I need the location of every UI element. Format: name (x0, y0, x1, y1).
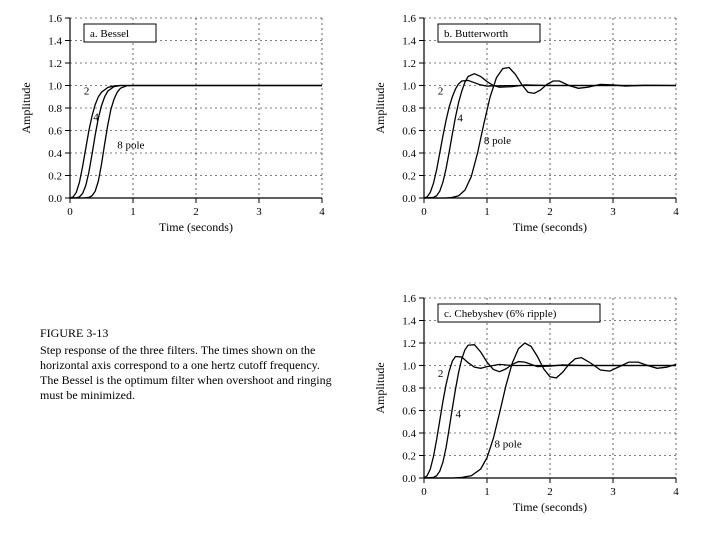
figure-caption-text: Step response of the three filters. The … (40, 343, 332, 402)
svg-text:4: 4 (673, 486, 679, 498)
svg-text:Amplitude: Amplitude (373, 82, 387, 133)
svg-text:4: 4 (93, 111, 99, 123)
svg-text:2: 2 (547, 206, 553, 218)
svg-text:1.0: 1.0 (402, 81, 416, 93)
svg-text:1.4: 1.4 (402, 316, 416, 328)
svg-text:0.2: 0.2 (402, 451, 416, 463)
svg-text:0.0: 0.0 (402, 193, 416, 205)
svg-text:1.6: 1.6 (48, 13, 62, 25)
svg-text:0.6: 0.6 (48, 126, 62, 138)
svg-text:0.0: 0.0 (48, 193, 62, 205)
svg-text:0.8: 0.8 (402, 103, 416, 115)
svg-text:Amplitude: Amplitude (373, 362, 387, 413)
svg-text:0: 0 (67, 206, 73, 218)
svg-text:2: 2 (547, 486, 553, 498)
chart-panel-bessel: 0.0 0.2 0.4 0.6 0.8 1.0 1.2 1.4 1.6 0 1 2 3 4 Time (se… (12, 8, 342, 238)
svg-text:0.0: 0.0 (402, 473, 416, 485)
svg-text:4: 4 (319, 206, 325, 218)
svg-text:1.2: 1.2 (48, 58, 62, 70)
svg-text:1.0: 1.0 (402, 361, 416, 373)
svg-text:Time (seconds): Time (seconds) (513, 500, 587, 514)
svg-text:1.6: 1.6 (402, 293, 416, 305)
svg-text:8 pole: 8 pole (495, 439, 522, 451)
svg-text:1.2: 1.2 (402, 58, 416, 70)
svg-text:4: 4 (456, 408, 462, 420)
svg-text:Time (seconds): Time (seconds) (159, 220, 233, 234)
svg-text:0.4: 0.4 (402, 428, 416, 440)
svg-text:4: 4 (673, 206, 679, 218)
chart-panel-butterworth: 0.0 0.2 0.4 0.6 0.8 1.0 1.2 1.4 1.6 0 1 2 3 4 Time (se… (366, 8, 696, 238)
svg-text:0.6: 0.6 (402, 406, 416, 418)
svg-text:0.4: 0.4 (48, 148, 62, 160)
svg-text:0.4: 0.4 (402, 148, 416, 160)
svg-text:2: 2 (438, 368, 444, 380)
svg-text:1.4: 1.4 (402, 36, 416, 48)
svg-text:c. Chebyshev (6% ripple): c. Chebyshev (6% ripple) (444, 308, 557, 320)
figure-number: FIGURE 3-13 (40, 326, 340, 341)
svg-text:1.2: 1.2 (402, 338, 416, 350)
svg-text:1: 1 (484, 206, 490, 218)
svg-text:0.2: 0.2 (48, 171, 62, 183)
svg-text:1.6: 1.6 (402, 13, 416, 25)
svg-text:2: 2 (84, 86, 90, 98)
svg-text:0.8: 0.8 (48, 103, 62, 115)
svg-text:3: 3 (610, 486, 616, 498)
svg-text:0.6: 0.6 (402, 126, 416, 138)
svg-text:4: 4 (457, 113, 463, 125)
svg-text:1.0: 1.0 (48, 81, 62, 93)
svg-text:2: 2 (438, 86, 444, 98)
chart-panel-chebyshev: 0.0 0.2 0.4 0.6 0.8 1.0 1.2 1.4 1.6 0 1 2 3 4 Time (se… (366, 288, 696, 518)
svg-text:1: 1 (484, 486, 490, 498)
svg-text:0.2: 0.2 (402, 171, 416, 183)
svg-text:2: 2 (193, 206, 199, 218)
svg-text:0.8: 0.8 (402, 383, 416, 395)
figure-caption: FIGURE 3-13 Step response of the three f… (40, 326, 340, 403)
svg-text:1: 1 (130, 206, 136, 218)
svg-text:8 pole: 8 pole (484, 135, 511, 147)
svg-text:a. Bessel: a. Bessel (90, 28, 129, 40)
svg-text:8 pole: 8 pole (117, 140, 144, 152)
svg-text:Amplitude: Amplitude (19, 82, 33, 133)
svg-text:3: 3 (610, 206, 616, 218)
svg-text:3: 3 (256, 206, 262, 218)
svg-text:b. Butterworth: b. Butterworth (444, 28, 509, 40)
svg-text:Time (seconds): Time (seconds) (513, 220, 587, 234)
svg-text:0: 0 (421, 486, 427, 498)
svg-text:1.4: 1.4 (48, 36, 62, 48)
svg-text:0: 0 (421, 206, 427, 218)
